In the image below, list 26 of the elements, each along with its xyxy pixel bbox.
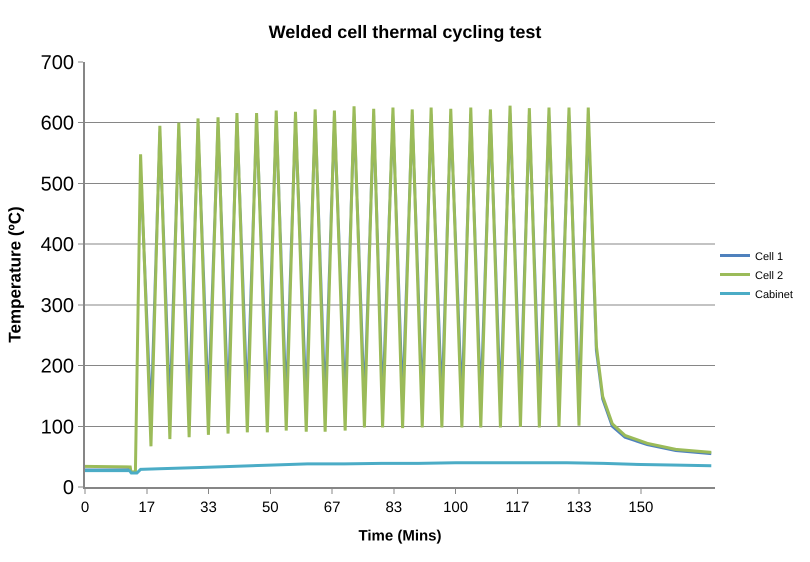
y-tick-label: 700 xyxy=(40,52,74,74)
x-tick-label: 0 xyxy=(80,499,90,516)
x-tick-label: 67 xyxy=(324,499,340,516)
legend-label: Cabinet xyxy=(755,288,793,301)
line-series xyxy=(85,104,713,474)
legend-label: Cell 2 xyxy=(755,270,784,282)
y-tick-label: 600 xyxy=(40,112,74,135)
chart-title: Welded cell thermal cycling test xyxy=(268,22,542,42)
x-tick-label: 100 xyxy=(443,499,468,516)
x-tick-label: 33 xyxy=(200,499,217,516)
y-tick-label: 0 xyxy=(62,477,74,499)
y-tick-label: 300 xyxy=(40,294,74,317)
y-tick-label: 400 xyxy=(40,234,74,256)
y-tick-label: 200 xyxy=(40,356,74,378)
x-tick-label: 150 xyxy=(628,499,654,516)
x-tick-label: 17 xyxy=(138,499,156,516)
x-tick-label: 83 xyxy=(385,499,402,516)
y-tick-label: 500 xyxy=(40,173,74,196)
x-tick-label: 50 xyxy=(262,499,279,516)
x-axis-title: Time (Mins) xyxy=(358,528,442,544)
x-tick-label: 133 xyxy=(566,499,592,516)
y-tick-label: 100 xyxy=(40,416,74,438)
x-tick-label: 117 xyxy=(505,499,530,516)
line-series xyxy=(85,461,713,475)
y-axis-title: Temperature (ºC) xyxy=(6,206,25,343)
legend-label: Cell 1 xyxy=(755,250,784,263)
